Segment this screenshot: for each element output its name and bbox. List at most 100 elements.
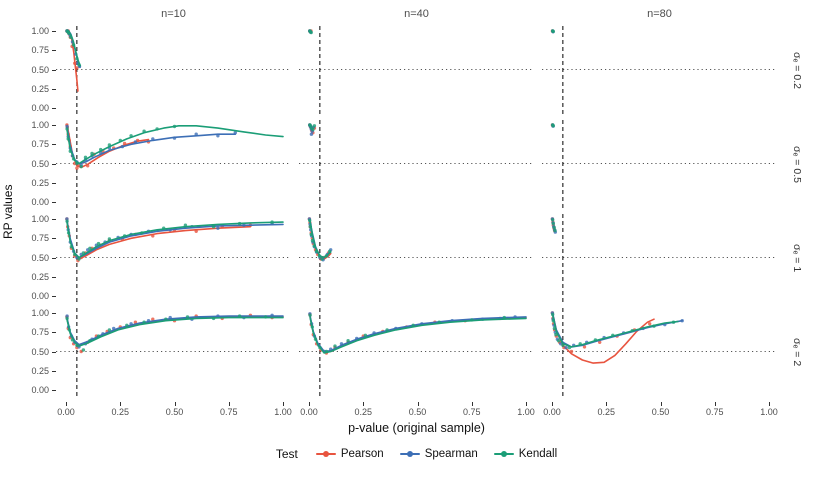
- series-pearson: [550, 311, 655, 364]
- panel-sigma0.5-n10: [56, 120, 291, 208]
- panel-sigma2-n40: [299, 308, 534, 396]
- data-point-spearman: [216, 226, 220, 230]
- y-tick-label: 0.75: [31, 233, 49, 244]
- y-axis-ticks: 1.00 0.75 0.50 0.25 0.00: [18, 214, 56, 302]
- x-axis-ticks-row: 0.00 0.25 0.50 0.75 1.00 0.00 0.25 0.50 0.75 1.0…: [18, 402, 828, 418]
- y-tick-label: 0.50: [31, 252, 49, 263]
- x-tick-mark: [769, 402, 770, 406]
- data-point-kendall: [125, 323, 129, 327]
- data-point-spearman: [564, 345, 568, 350]
- data-point-kendall: [88, 246, 92, 250]
- data-point-kendall: [312, 124, 317, 128]
- x-tick-mark: [283, 402, 284, 406]
- legend-item-label: Kendall: [518, 448, 558, 460]
- x-tick-label: 0.00: [543, 407, 561, 417]
- y-tick-label: 0.75: [31, 139, 49, 150]
- x-tick-label: 0.50: [651, 407, 670, 417]
- series-spearman: [65, 313, 284, 349]
- spearman-key-icon: [399, 449, 420, 459]
- panel-sigma0.2-n10: [56, 26, 291, 114]
- y-tick-mark: [52, 69, 56, 71]
- series-kendall: [308, 123, 317, 132]
- x-tick-label: 0.25: [111, 407, 130, 417]
- legend: Test Pearson Spearman Kendall: [56, 438, 777, 470]
- x-tick-label: 1.00: [517, 407, 535, 417]
- panel-sigma2-n80: [542, 308, 777, 396]
- legend-item-label: Spearman: [424, 448, 478, 460]
- y-tick-mark: [52, 125, 56, 126]
- y-tick-label: 0.75: [31, 327, 49, 338]
- y-tick-mark: [52, 50, 56, 52]
- y-tick-label: 0.00: [31, 385, 49, 395]
- data-point-kendall: [551, 221, 555, 226]
- x-tick-label: 0.50: [408, 407, 427, 417]
- x-tick-mark: [417, 402, 419, 406]
- data-point-kendall: [556, 339, 561, 343]
- x-tick-label: 0.00: [300, 407, 318, 417]
- x-tick-label: 0.50: [165, 407, 184, 417]
- y-tick-mark: [52, 257, 56, 259]
- series-kendall: [65, 29, 82, 67]
- panel-sigma0.5-n40: [299, 120, 534, 208]
- y-tick-mark: [52, 144, 56, 146]
- x-tick-mark: [174, 402, 176, 406]
- data-point-kendall: [65, 219, 69, 223]
- series-kendall: [551, 312, 679, 350]
- y-tick-mark: [52, 163, 56, 165]
- y-tick-mark: [52, 370, 56, 372]
- facet-strip-sigma-0-5: σₑ = 0.5: [791, 145, 803, 183]
- series-kendall: [308, 29, 313, 35]
- faceted-rp-chart: RP values n=10 n=40 n=80 1.00 0.75 0.50 0.2…: [1, 8, 828, 470]
- series-kendall: [551, 123, 555, 128]
- x-tick-mark: [363, 402, 365, 406]
- data-point-kendall: [552, 225, 556, 230]
- panel-sigma1-n40: [299, 214, 534, 302]
- series-kendall: [551, 29, 555, 34]
- x-tick-mark: [471, 402, 473, 406]
- data-point-kendall: [309, 30, 313, 35]
- data-point-kendall: [65, 316, 69, 321]
- smooth-curve-kendall: [309, 316, 527, 354]
- y-tick-label: 0.50: [31, 158, 49, 169]
- x-tick-label: 0.00: [57, 407, 75, 417]
- y-tick-mark: [52, 390, 56, 391]
- smooth-curve-kendall: [66, 221, 284, 259]
- data-point-kendall: [553, 228, 557, 233]
- facet-row-sigma-0-2: 1.00 0.75 0.50 0.25 0.00 σₑ = 0.2: [18, 26, 828, 114]
- x-tick-label: 0.25: [597, 407, 616, 417]
- pearson-dot-key: [322, 451, 329, 457]
- x-tick-mark: [552, 402, 553, 406]
- series-kendall: [65, 314, 284, 352]
- smooth-curve-kendall: [67, 30, 82, 67]
- x-tick-mark: [606, 402, 608, 406]
- x-tick-label: 1.00: [274, 407, 292, 417]
- x-tick-mark: [66, 402, 67, 406]
- x-tick-mark: [714, 402, 716, 406]
- data-point-kendall: [107, 328, 112, 332]
- spearman-dot-key: [406, 451, 413, 457]
- legend-item-pearson: Pearson: [315, 448, 384, 460]
- x-tick-mark: [228, 402, 230, 406]
- y-tick-label: 0.00: [31, 103, 49, 113]
- y-tick-mark: [52, 332, 56, 334]
- facet-row-sigma-1: 1.00 0.75 0.50 0.25 0.00 σₑ = 1: [18, 214, 828, 302]
- y-tick-mark: [52, 276, 56, 278]
- series-kendall: [551, 218, 557, 233]
- y-tick-mark: [52, 31, 56, 32]
- data-point-kendall: [551, 218, 555, 222]
- x-tick-mark: [309, 402, 310, 406]
- data-point-kendall: [185, 315, 190, 319]
- kendall-key-icon: [493, 449, 514, 459]
- y-tick-label: 0.50: [31, 64, 49, 75]
- x-axis-ticks: 0.00 0.25 0.50 0.75 1.00: [299, 402, 535, 418]
- series-kendall: [308, 313, 527, 354]
- smooth-curve-kendall: [552, 315, 679, 348]
- y-tick-label: 0.00: [31, 197, 49, 207]
- x-tick-mark: [660, 402, 662, 406]
- facet-strip-n10: n=10: [161, 8, 186, 20]
- x-axis-ticks: 0.00 0.25 0.50 0.75 1.00: [56, 402, 292, 418]
- y-axis-ticks: 1.00 0.75 0.50 0.25 0.00: [18, 308, 56, 396]
- facet-strip-n40: n=40: [404, 8, 429, 20]
- panel-sigma1-n80: [542, 214, 777, 302]
- series-kendall: [308, 218, 332, 261]
